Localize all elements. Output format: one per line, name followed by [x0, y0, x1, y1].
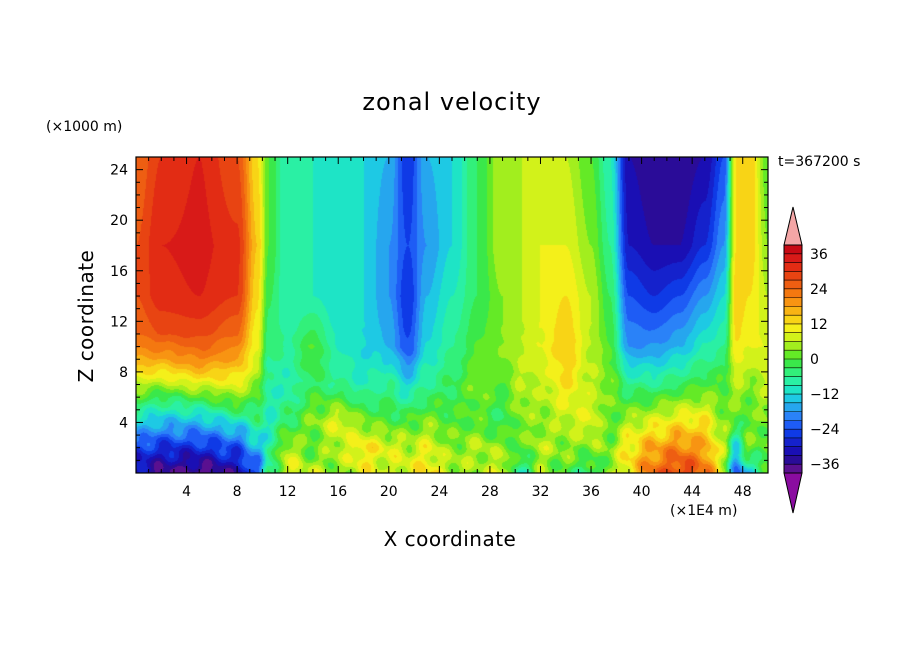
colorbar-swatch: [784, 341, 802, 351]
colorbar-tick-label: 24: [810, 282, 828, 298]
colorbar-swatch: [784, 359, 802, 369]
colorbar-tick-label: 12: [810, 317, 828, 333]
x-tick-label: 24: [430, 484, 448, 500]
colorbar-tick-label: −24: [810, 422, 840, 438]
y-tick-label: 20: [110, 213, 128, 229]
colorbar-swatch: [784, 429, 802, 439]
colorbar-swatch: [784, 245, 802, 255]
colorbar-swatch: [784, 464, 802, 474]
x-tick-label: 32: [532, 484, 550, 500]
x-axis-label: X coordinate: [383, 527, 517, 551]
colorbar-swatch: [784, 271, 802, 281]
x-tick-label: 48: [734, 484, 752, 500]
colorbar-swatch: [784, 446, 802, 456]
colorbar-swatch: [784, 411, 802, 421]
x-axis-units: (×1E4 m): [670, 503, 738, 519]
colorbar-swatch: [784, 376, 802, 386]
colorbar-swatch: [784, 306, 802, 316]
y-tick-label: 12: [110, 314, 128, 330]
x-tick-label: 4: [182, 484, 191, 500]
x-tick-label: 16: [329, 484, 347, 500]
x-tick-label: 20: [380, 484, 398, 500]
y-tick-label: 4: [119, 415, 128, 431]
colorbar-swatch: [784, 385, 802, 395]
colorbar-tick-label: −36: [810, 457, 840, 473]
colorbar-swatch: [784, 253, 802, 264]
colorbar-swatch: [784, 402, 802, 413]
colorbar-swatch: [784, 420, 802, 430]
colorbar-swatch: [784, 315, 802, 325]
x-tick-label: 8: [233, 484, 242, 500]
colorbar-swatch: [784, 297, 802, 307]
colorbar-swatch: [784, 455, 802, 465]
x-tick-label: 36: [582, 484, 600, 500]
y-tick-label: 8: [119, 365, 128, 381]
y-tick-label: 16: [110, 264, 128, 280]
colorbar-swatch: [784, 280, 802, 290]
colorbar-tick-label: 0: [810, 352, 819, 368]
chart-title: zonal velocity: [362, 88, 542, 116]
x-tick-label: 12: [279, 484, 297, 500]
colorbar-swatch: [784, 262, 802, 272]
colorbar-swatch: [784, 437, 802, 448]
time-label: t=367200 s: [778, 154, 861, 170]
colorbar-swatch: [784, 350, 802, 360]
colorbar-swatch: [784, 394, 802, 404]
colorbar-tick-label: −12: [810, 387, 840, 403]
heatmap-field: [136, 157, 768, 473]
x-tick-label: 28: [481, 484, 499, 500]
colorbar-tick-label: 36: [810, 247, 828, 263]
colorbar-under-arrow: [783, 472, 803, 514]
colorbar-swatch: [784, 332, 802, 342]
x-tick-label: 40: [633, 484, 651, 500]
y-tick-label: 24: [110, 163, 128, 179]
colorbar: 36 24 12 0 −12 −24 −36: [783, 206, 840, 514]
x-tick-label: 44: [683, 484, 701, 500]
colorbar-swatch: [784, 288, 802, 299]
colorbar-swatch: [784, 323, 802, 334]
colorbar-over-arrow: [783, 206, 803, 246]
y-axis-units: (×1000 m): [46, 119, 123, 135]
colorbar-swatch: [784, 367, 802, 378]
